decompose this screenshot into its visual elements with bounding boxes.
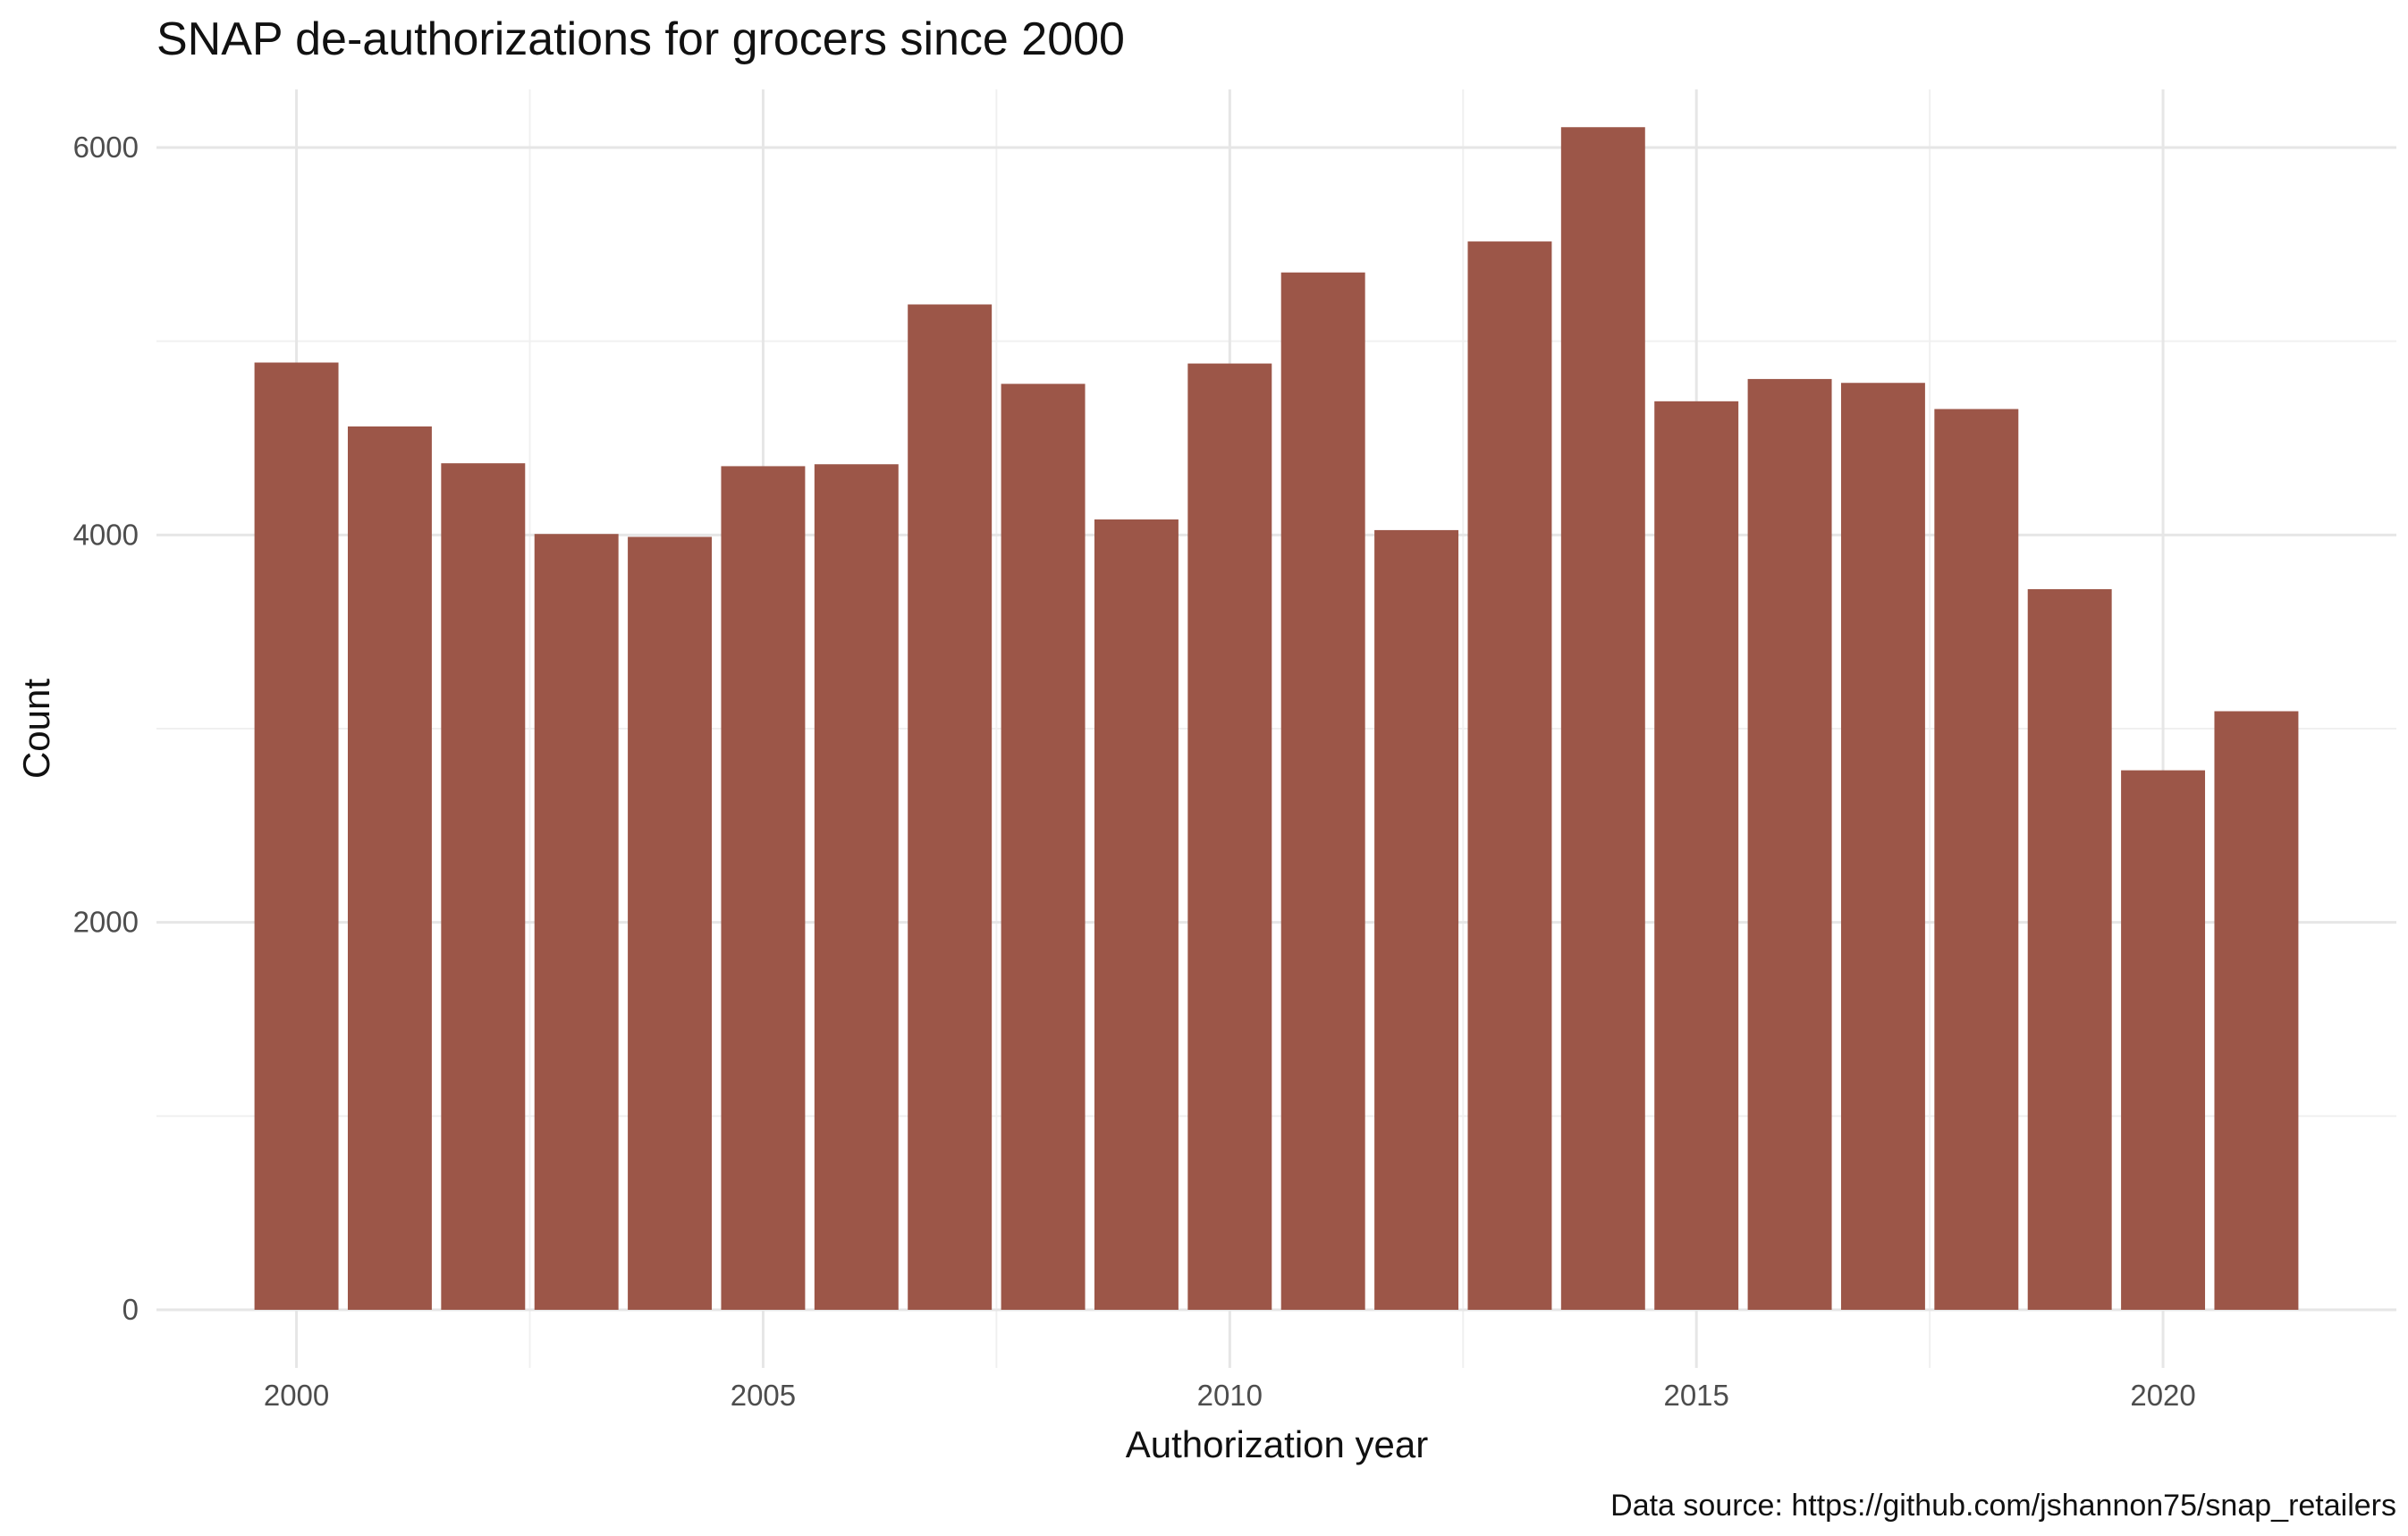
bars [254, 127, 2299, 1311]
bar [1747, 378, 1832, 1311]
bar [1094, 519, 1179, 1310]
x-tick-label: 2005 [731, 1379, 796, 1412]
bar [814, 464, 899, 1310]
bar [347, 426, 432, 1310]
y-tick-label: 2000 [73, 906, 139, 939]
x-tick-label: 2010 [1197, 1379, 1263, 1412]
bar [721, 466, 806, 1310]
chart-caption: Data source: https://github.com/jshannon… [1610, 1489, 2396, 1523]
y-tick-label: 6000 [73, 131, 139, 164]
bar [1001, 384, 1086, 1310]
bar [1934, 409, 2019, 1310]
bar [1467, 241, 1552, 1310]
y-tick-labels: 0 2000 4000 6000 [73, 131, 139, 1326]
y-tick-label: 4000 [73, 518, 139, 551]
x-tick-label: 2020 [2130, 1379, 2195, 1412]
bar [1654, 401, 1739, 1310]
y-tick-label: 0 [123, 1293, 139, 1326]
bar [2027, 589, 2112, 1310]
bar [1560, 127, 1645, 1310]
x-tick-label: 2015 [1663, 1379, 1728, 1412]
bar [628, 536, 713, 1310]
bar [1187, 363, 1272, 1310]
x-tick-labels: 2000 2005 2010 2015 2020 [264, 1379, 2196, 1412]
bar [254, 362, 339, 1310]
bar [2121, 770, 2206, 1310]
y-axis-title: Count [15, 679, 57, 779]
chart-title: SNAP de-authorizations for grocers since… [156, 13, 1125, 65]
bar [534, 534, 619, 1310]
bar [441, 463, 526, 1310]
x-tick-label: 2000 [264, 1379, 329, 1412]
bar [2214, 711, 2299, 1310]
bar [1280, 272, 1365, 1310]
bar [1840, 383, 1925, 1310]
bar [1374, 529, 1459, 1310]
bar [908, 304, 993, 1310]
x-axis-title: Authorization year [1126, 1423, 1429, 1465]
